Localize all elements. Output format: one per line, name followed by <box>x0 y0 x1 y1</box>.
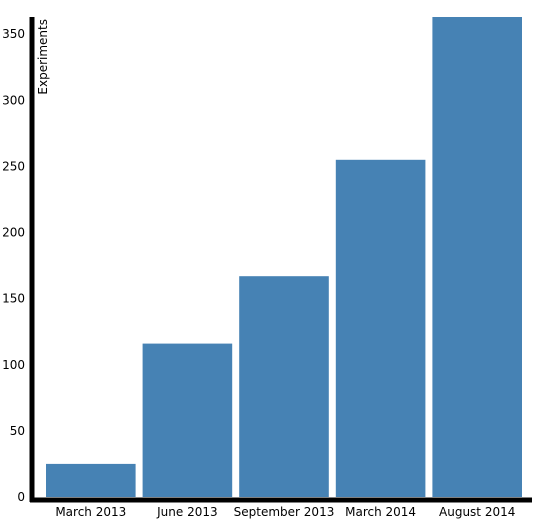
y-tick-label: 200 <box>2 226 25 240</box>
bars-layer <box>46 17 522 498</box>
x-tick-label: September 2013 <box>234 505 335 519</box>
y-tick-label: 50 <box>10 424 25 438</box>
y-tick-label: 300 <box>2 93 25 107</box>
bar-september-2013 <box>239 276 329 497</box>
x-tick-label: June 2013 <box>156 505 218 519</box>
y-tick-label: 100 <box>2 358 25 372</box>
bar-june-2013 <box>142 343 233 497</box>
y-tick-label: 350 <box>2 27 25 41</box>
bar-august-2014 <box>432 17 522 497</box>
x-tick-label: August 2014 <box>439 505 515 519</box>
y-tick-label: 0 <box>17 490 25 504</box>
y-tick-label: 250 <box>2 159 25 173</box>
y-axis-title: Experiments <box>36 19 50 95</box>
y-axis-ticks: 0 50 100 150 200 250 300 350 <box>2 27 25 504</box>
bar-march-2014 <box>335 159 426 498</box>
x-axis-ticks: March 2013 June 2013 September 2013 March 2… <box>55 505 515 519</box>
y-tick-label: 150 <box>2 292 25 306</box>
x-tick-label: March 2014 <box>345 505 416 519</box>
bar-march-2013 <box>46 463 136 497</box>
x-tick-label: March 2013 <box>55 505 126 519</box>
